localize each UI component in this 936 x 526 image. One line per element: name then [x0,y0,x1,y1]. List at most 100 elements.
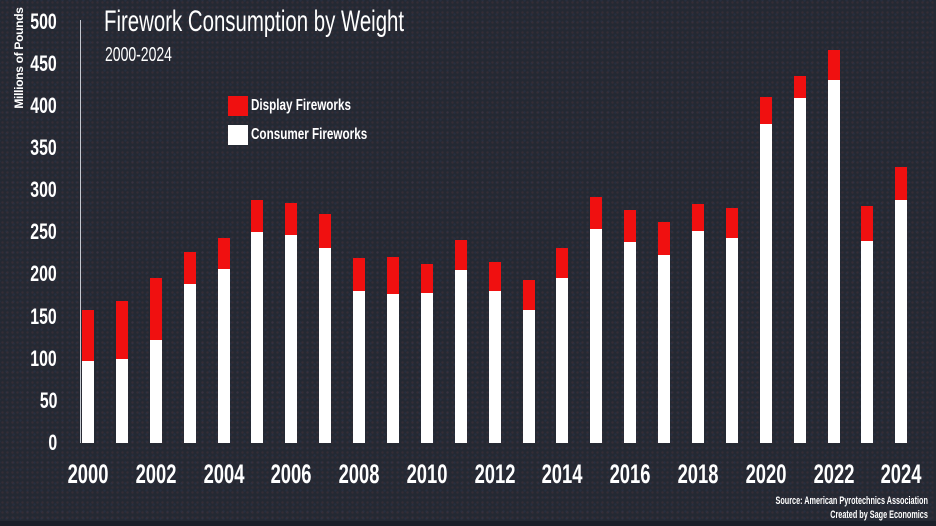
x-tick-label-2006: 2006 [270,459,312,489]
bar-2018 [692,203,705,443]
y-tick-label-450: 450 [30,50,57,76]
bar-2002 [149,277,162,443]
display-fireworks-segment-2015 [590,196,603,229]
display-fireworks-segment-2018 [692,203,705,231]
legend-swatch [228,96,248,116]
bar-2011 [454,239,467,443]
bar-2015 [590,196,603,443]
consumer-fireworks-segment-2008 [353,291,366,443]
consumer-fireworks-segment-2009 [387,293,399,443]
chart-title: Firework Consumption by Weight [104,5,405,38]
consumer-fireworks-segment-2014 [556,277,569,443]
consumer-fireworks-segment-2004 [217,269,230,443]
bar-2013 [522,280,535,443]
display-fireworks-segment-2024 [895,166,908,200]
consumer-fireworks-segment-2005 [251,232,264,443]
x-tick-label-2010: 2010 [406,459,448,489]
bar-2005 [251,200,264,443]
consumer-fireworks-segment-2012 [488,291,501,443]
source-attribution: Source: American Pyrotechnics Associatio… [776,494,928,522]
bar-2007 [319,213,332,443]
display-fireworks-segment-2022 [827,49,840,80]
y-tick-label-250: 250 [30,219,57,245]
consumer-fireworks-segment-2024 [895,199,908,443]
x-tick-label-2008: 2008 [338,459,380,489]
x-tick-label-2000: 2000 [67,459,109,489]
x-tick-label-2002: 2002 [135,459,177,489]
consumer-fireworks-segment-2023 [861,240,874,443]
consumer-fireworks-segment-2020 [759,123,772,443]
bar-2019 [725,207,738,443]
bar-2023 [861,206,874,443]
bar-2024 [895,166,908,443]
bar-2000 [82,309,94,443]
bar-2022 [827,49,840,443]
consumer-fireworks-segment-2017 [658,255,671,443]
source-line: Source: American Pyrotechnics Associatio… [775,495,928,507]
x-tick-label-2020: 2020 [745,459,787,489]
display-fireworks-segment-2010 [420,264,433,294]
display-fireworks-segment-2005 [251,200,264,233]
display-fireworks-segment-2013 [522,280,535,310]
legend-swatch [228,125,248,145]
display-fireworks-segment-2008 [353,257,366,292]
bar-2012 [488,261,501,443]
consumer-fireworks-segment-2000 [82,361,94,443]
y-tick-label-0: 0 [48,430,57,455]
bar-2014 [556,247,569,443]
bar-2009 [387,256,399,443]
bar-2004 [217,238,230,443]
display-fireworks-segment-2017 [658,222,671,256]
consumer-fireworks-segment-2021 [793,97,806,443]
consumer-fireworks-segment-2019 [725,238,738,443]
consumer-fireworks-segment-2010 [420,293,433,443]
display-fireworks-segment-2023 [861,206,874,241]
display-fireworks-segment-2007 [319,213,332,248]
consumer-fireworks-segment-2002 [149,340,162,443]
display-fireworks-segment-2020 [759,96,772,124]
y-tick-label-400: 400 [30,92,57,118]
bar-2017 [658,222,671,443]
bar-2020 [759,96,772,443]
consumer-fireworks-segment-2015 [590,228,603,443]
legend-label: Display Fireworks [251,97,351,114]
consumer-fireworks-segment-2011 [454,270,467,443]
bar-2008 [353,257,366,443]
y-axis-line [80,20,81,443]
consumer-fireworks-segment-2013 [522,309,535,443]
bar-2010 [420,264,433,443]
x-tick-label-2014: 2014 [542,459,583,489]
legend-label: Consumer Fireworks [251,126,368,143]
legend-item-consumer-fireworks: Consumer Fireworks [228,125,410,145]
y-tick-label-50: 50 [39,387,57,413]
x-tick-label-2016: 2016 [609,459,651,489]
x-tick-label-2018: 2018 [677,459,719,489]
x-tick-label-2012: 2012 [474,459,516,489]
bar-2001 [115,301,128,443]
consumer-fireworks-segment-2003 [183,283,196,443]
display-fireworks-segment-2009 [387,256,399,294]
legend: Display Fireworks Consumer Fireworks [228,96,410,154]
consumer-fireworks-segment-2018 [692,230,705,443]
y-axis-tick-labels: 0 50 100 150 200 250 300 350 400 450 500 [0,0,57,526]
legend-item-display-fireworks: Display Fireworks [228,96,410,116]
display-fireworks-segment-2001 [115,301,128,359]
y-tick-label-300: 300 [30,177,57,203]
bottom-strip [0,521,936,526]
display-fireworks-segment-2004 [217,238,230,270]
chart-subtitle: 2000-2024 [105,44,172,66]
display-fireworks-segment-2014 [556,247,569,278]
bar-2021 [793,75,806,443]
bar-2016 [624,210,637,443]
x-tick-label-2022: 2022 [813,459,854,489]
display-fireworks-segment-2016 [624,210,637,243]
display-fireworks-segment-2021 [793,75,806,98]
y-tick-label-500: 500 [30,8,57,34]
consumer-fireworks-segment-2022 [827,79,840,443]
y-tick-label-350: 350 [30,135,57,161]
y-tick-label-100: 100 [30,345,57,371]
display-fireworks-segment-2000 [82,309,94,362]
